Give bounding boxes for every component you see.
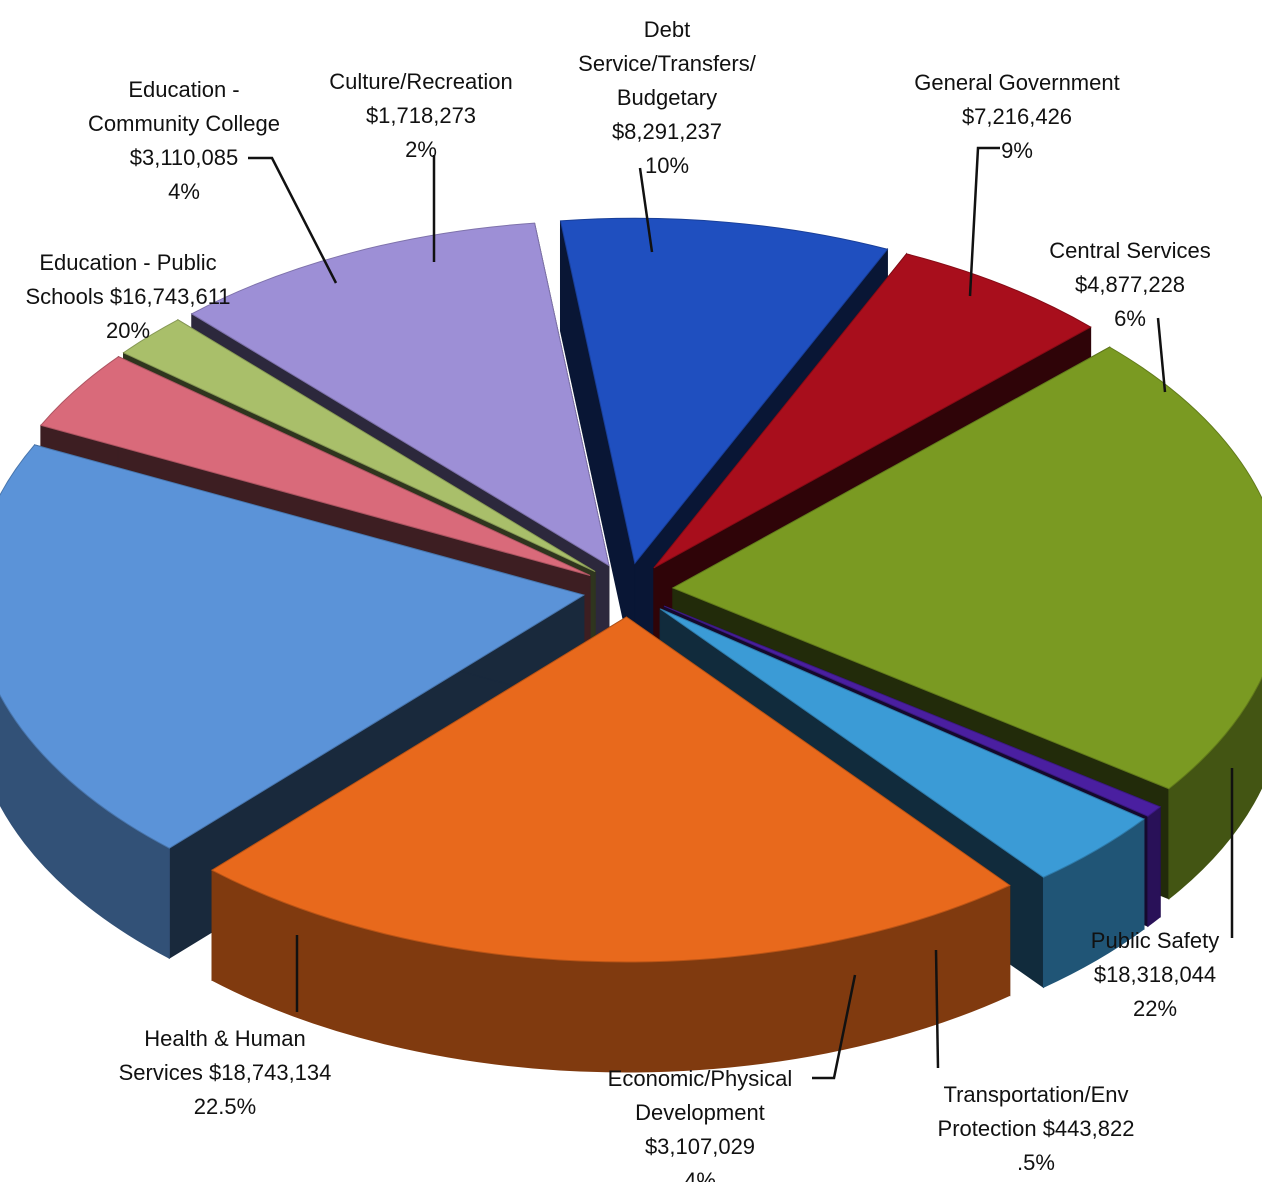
slice-label-line-public-safety-1: $18,318,044	[1094, 962, 1216, 987]
slice-label-education-public-schools: Education - Public Schools $16,743,611 20%	[25, 250, 230, 343]
pie-labels: General Government $7,216,426 9% Central Se…	[25, 17, 1234, 1182]
slice-label-line-debt-service-transfers-budgetary-0: Debt	[644, 17, 690, 42]
slice-culture-recreation	[122, 319, 596, 573]
slice-label-line-education-public-schools-1: Schools $16,743,611	[25, 284, 230, 309]
leader-line-central-services	[1156, 317, 1167, 393]
slice-label-line-economic-physical-development-2: $3,107,029	[645, 1134, 755, 1159]
slice-label-line-transportation-env-protection-1: Protection $443,822	[938, 1116, 1135, 1141]
slice-health-human-services	[211, 616, 1011, 963]
slice-label-culture-recreation: Culture/Recreation $1,718,273 2%	[329, 69, 512, 162]
slice-label-debt-service-transfers-budgetary: Debt Service/Transfers/Budgetary $8,291,23…	[578, 17, 757, 178]
slice-label-line-central-services-0: Central Services	[1049, 238, 1210, 263]
slice-label-line-central-services-1: $4,877,228	[1075, 272, 1185, 297]
slice-public-safety	[671, 346, 1262, 790]
leader-line-general-government	[968, 146, 1000, 297]
slice-label-health-human-services: Health & Human Services $18,743,134 22.5%	[119, 1026, 332, 1119]
slice-wall-transportation-env-protection-0	[1147, 805, 1161, 928]
slice-label-line-central-services-2: 6%	[1114, 306, 1146, 331]
slice-education-public-schools	[0, 444, 586, 849]
slice-label-line-debt-service-transfers-budgetary-2: Budgetary	[617, 85, 717, 110]
leader-line-debt-service-transfers-budgetary	[638, 167, 654, 253]
slice-label-central-services: Central Services $4,877,228 6%	[1049, 238, 1210, 331]
slice-label-line-general-government-0: General Government	[914, 70, 1119, 95]
slice-label-line-health-human-services-1: Services $18,743,134	[119, 1060, 332, 1085]
slice-general-government	[559, 217, 889, 565]
slice-label-line-education-community-college-1: Community College	[88, 111, 280, 136]
slice-label-education-community-college: Education - Community College $3,110,085 4%	[88, 77, 280, 204]
slice-wall-public-safety-0	[1168, 676, 1262, 900]
slice-label-transportation-env-protection: Transportation/Env Protection $443,822 .5%	[938, 1082, 1135, 1175]
slice-label-line-culture-recreation-2: 2%	[405, 137, 437, 162]
slice-label-line-general-government-1: $7,216,426	[962, 104, 1072, 129]
slice-label-line-debt-service-transfers-budgetary-4: 10%	[645, 153, 689, 178]
slice-label-line-health-human-services-0: Health & Human	[144, 1026, 305, 1051]
slice-label-line-transportation-env-protection-2: .5%	[1017, 1150, 1055, 1175]
pie-tops	[0, 217, 1262, 963]
slice-transportation-env-protection	[663, 605, 1162, 817]
slice-label-line-health-human-services-2: 22.5%	[194, 1094, 256, 1119]
slice-label-line-education-community-college-3: 4%	[168, 179, 200, 204]
slice-label-line-economic-physical-development-0: Economic/Physical	[608, 1066, 793, 1091]
slice-education-community-college	[39, 356, 591, 576]
slice-label-line-economic-physical-development-1: Development	[635, 1100, 765, 1125]
slice-label-line-economic-physical-development-3: 4%	[684, 1168, 716, 1182]
leader-line-economic-physical-development	[812, 974, 857, 1080]
slice-label-line-public-safety-2: 22%	[1133, 996, 1177, 1021]
slice-label-economic-physical-development: Economic/Physical Development $3,107,029 4%	[608, 1066, 793, 1182]
slice-label-line-culture-recreation-1: $1,718,273	[366, 103, 476, 128]
slice-label-line-education-community-college-0: Education -	[128, 77, 239, 102]
leader-line-transportation-env-protection	[934, 949, 940, 1069]
slice-label-line-debt-service-transfers-budgetary-3: $8,291,237	[612, 119, 722, 144]
slice-economic-physical-development	[659, 608, 1145, 878]
slice-label-line-public-safety-0: Public Safety	[1091, 928, 1219, 953]
slice-label-line-transportation-env-protection-0: Transportation/Env	[943, 1082, 1128, 1107]
slice-label-public-safety: Public Safety $18,318,044 22%	[1091, 928, 1219, 1021]
slice-label-general-government: General Government $7,216,426 9%	[914, 70, 1119, 163]
slice-label-line-education-public-schools-2: 20%	[106, 318, 150, 343]
slice-central-services	[653, 253, 1092, 569]
slice-label-line-general-government-2: 9%	[1001, 138, 1033, 163]
leader-line-education-community-college	[248, 156, 338, 284]
slice-debt-service-transfers-budgetary	[190, 222, 610, 567]
slice-label-line-education-community-college-2: $3,110,085	[130, 145, 238, 170]
slice-label-line-debt-service-transfers-budgetary-1: Service/Transfers/	[578, 51, 757, 76]
slice-label-line-education-public-schools-0: Education - Public	[39, 250, 216, 275]
slice-label-line-culture-recreation-0: Culture/Recreation	[329, 69, 512, 94]
